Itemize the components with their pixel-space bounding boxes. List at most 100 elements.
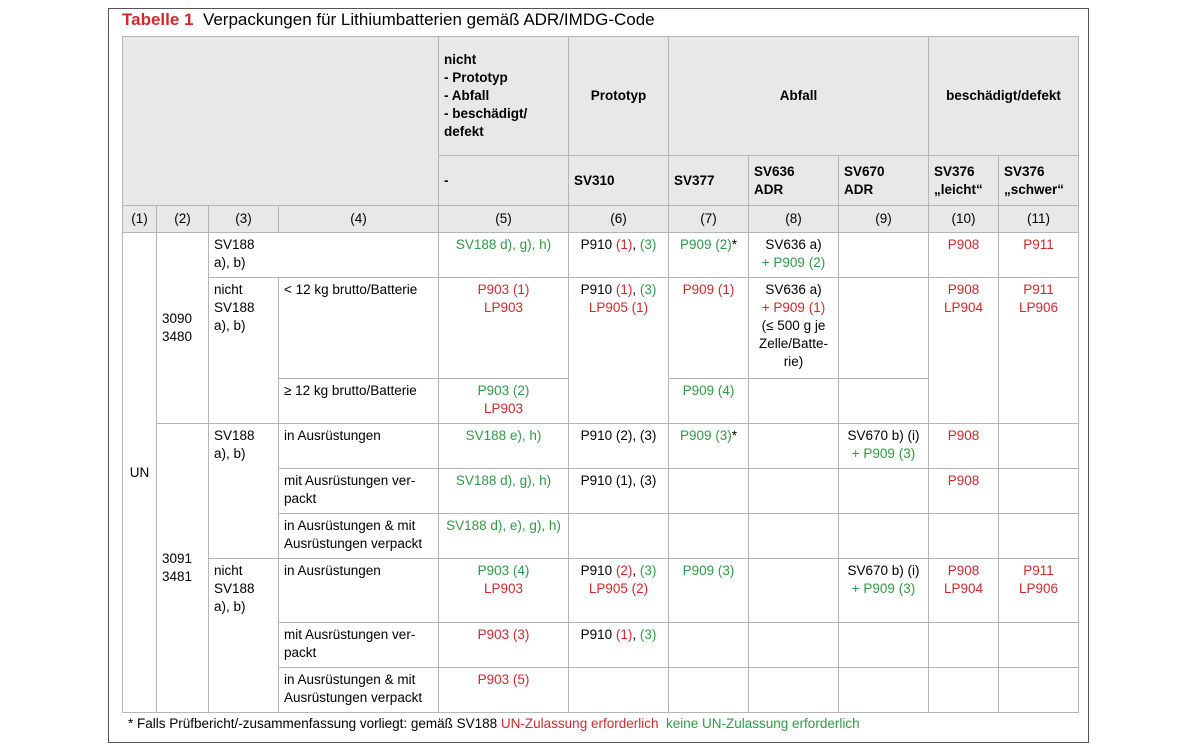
text-segment: (3) [639,237,657,252]
cell: SV188 a), b) [208,232,439,278]
cell: (9) [838,205,929,233]
text-segment: P910 [580,563,616,578]
cell: in Ausrüstungen & mit Ausrüstungen verpa… [278,513,439,559]
cell: P903 (1) LP903 [438,277,569,379]
cell: SV376 „schwer“ [998,155,1079,206]
cell: nicht SV188 a), b) [208,277,279,424]
cell: mit Ausrüstungen ver- packt [278,468,439,514]
cell: SV188 e), h) [438,423,569,469]
text-segment: SV188 d), e), g), h) [446,518,561,533]
cell: SV670 ADR [838,155,929,206]
cell [568,667,669,713]
cell [748,622,839,668]
text-segment: (2) [615,563,633,578]
cell [668,667,749,713]
cell: SV310 [568,155,669,206]
cell: P908 LP904 [928,277,999,424]
frame [108,8,1089,743]
cell: 3091 3481 [156,423,209,713]
text-segment: keine UN-Zulassung erforderlich [666,716,860,731]
cell [998,468,1079,514]
text-segment: P910 [580,237,616,252]
text-segment: P903 (4) [477,563,530,578]
cell: P903 (3) [438,622,569,668]
cell: SV636 a) + P909 (1) (≤ 500 g je Zelle/Ba… [748,277,839,379]
cell: P910 (1), (3) LP905 (1) [568,277,669,424]
text-segment [658,716,666,731]
cell: P911 LP906 [998,558,1079,623]
cell [668,468,749,514]
cell [668,622,749,668]
text-segment: P903 (5) [477,672,530,687]
cell: P903 (2) LP903 [438,378,569,424]
text-segment: (1) [615,627,633,642]
text-segment: P909 (3) [679,428,732,443]
text-segment: SV188 d), g), h) [455,237,552,252]
cell: mit Ausrüstungen ver- packt [278,622,439,668]
text-segment: SV188 d), g), h) [455,473,552,488]
cell: (4) [278,205,439,233]
cell [838,232,929,278]
cell [748,667,839,713]
text-segment: P911 LP906 [1018,282,1059,315]
text-segment: P908 LP904 [943,282,984,315]
cell [838,468,929,514]
cell: ≥ 12 kg brutto/Batterie [278,378,439,424]
cell [838,513,929,559]
cell: P909 (3)* [668,423,749,469]
cell: (5) [438,205,569,233]
corner [122,36,439,206]
cell: nicht SV188 a), b) [208,558,279,713]
cell: SV670 b) (i) + P909 (3) [838,558,929,623]
cell: SV636 a) + P909 (2) [748,232,839,278]
cell: Prototyp [568,36,669,156]
text-segment: + P909 (2) [761,255,826,270]
cell [838,667,929,713]
cell: P909 (1) [668,277,749,379]
text-segment: P911 [1023,237,1054,252]
title-label: Tabelle 1 [122,10,194,29]
cell [748,468,839,514]
cell: P911 [998,232,1079,278]
title: Tabelle 1 Verpackungen für Lithiumbatter… [122,10,655,30]
cell: (3) [208,205,279,233]
table: nicht - Prototyp - Abfall - beschädigt/ … [122,36,1079,713]
text-segment: P910 [580,282,616,297]
cell: (6) [568,205,669,233]
cell: SV377 [668,155,749,206]
cell [928,622,999,668]
text-segment: P909 (3) [682,563,735,578]
text-segment: * [731,428,738,443]
text-segment: LP903 [483,401,524,416]
cell: P910 (1), (3) [568,468,669,514]
cell: UN [122,232,157,713]
cell: SV188 d), g), h) [438,232,569,278]
cell: in Ausrüstungen & mit Ausrüstungen verpa… [278,667,439,713]
cell: P910 (2), (3) LP905 (2) [568,558,669,623]
cell: P909 (4) [668,378,749,424]
cell [838,622,929,668]
cell: SV188 d), e), g), h) [438,513,569,559]
text-segment: * Falls Prüfbericht/-zusammenfassung vor… [128,716,501,731]
text-segment: P903 (3) [477,627,530,642]
cell [838,277,929,379]
text-segment: P909 (4) [682,383,735,398]
cell [928,667,999,713]
cell [748,513,839,559]
text-segment: P903 (1) LP903 [477,282,530,315]
text-segment: P908 LP904 [943,563,984,596]
text-segment: (3) [639,563,657,578]
text-segment: P908 [947,428,980,443]
cell [748,378,839,424]
cell: P908 [928,468,999,514]
text-segment: P910 [580,627,616,642]
text-segment: LP903 [483,581,524,596]
text-segment: + P909 (1) [761,300,826,315]
text-segment: , [632,237,640,252]
text-segment: P903 (2) [477,383,530,398]
footnote: * Falls Prüfbericht/-zusammenfassung vor… [128,716,860,731]
cell: P908 [928,423,999,469]
text-segment: UN-Zulassung erforderlich [500,716,659,731]
cell: P909 (3) [668,558,749,623]
